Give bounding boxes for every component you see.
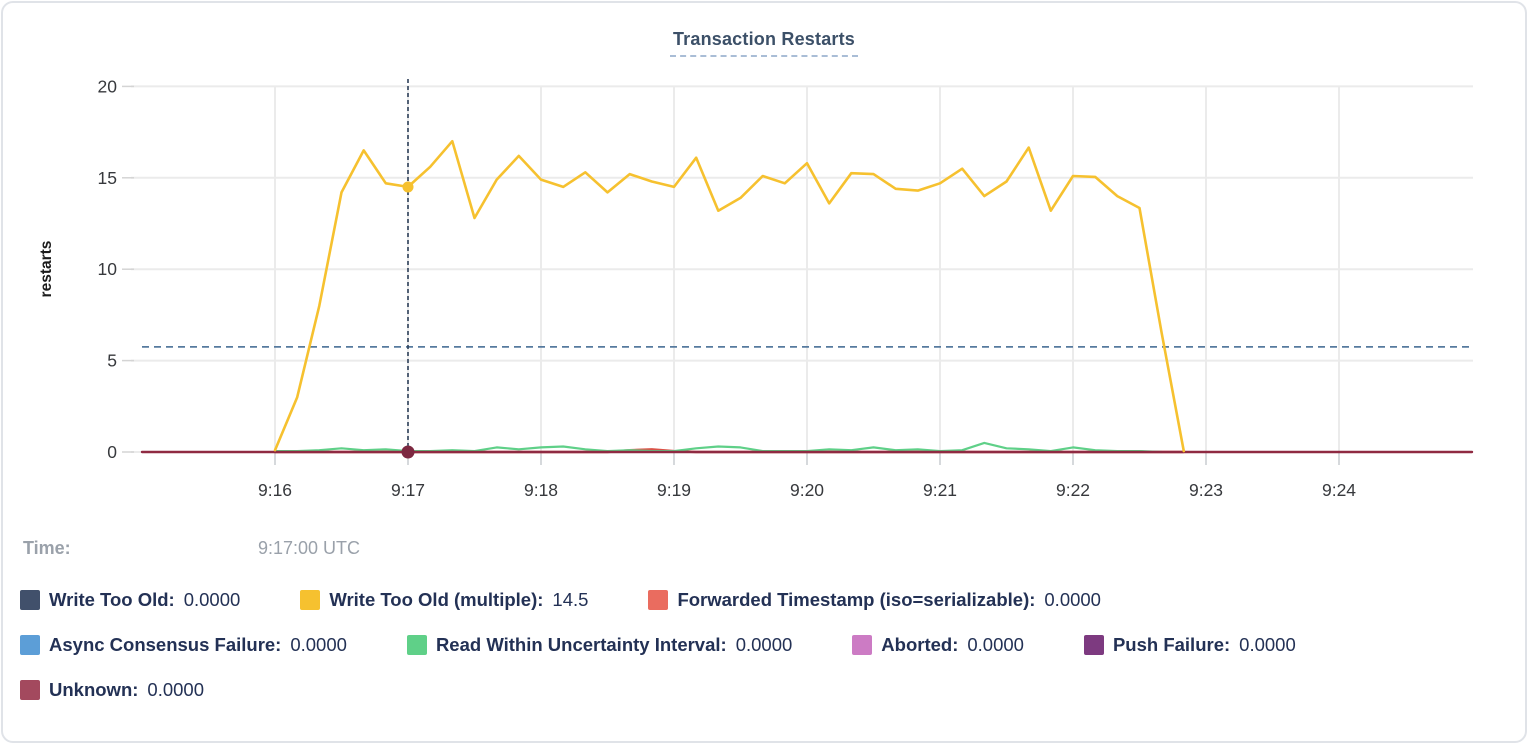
y-tick-label: 0 (107, 442, 117, 462)
x-tick-label: 9:20 (790, 480, 824, 500)
legend-color-swatch (852, 635, 873, 655)
legend-label: Push Failure: (1112, 634, 1231, 655)
legend-item: Push Failure: 0.0000 (1083, 634, 1296, 656)
legend-color-swatch (406, 635, 427, 655)
x-tick-label: 9:24 (1322, 480, 1356, 500)
legend: Write Too Old: 0.0000 Write Too Old (multi… (20, 589, 1505, 724)
legend-value: 0.0000 (147, 679, 204, 700)
legend-item: Write Too Old: 0.0000 (20, 589, 240, 611)
x-tick-label: 9:17 (391, 480, 425, 500)
y-tick-label: 10 (98, 259, 118, 279)
legend-item: Forwarded Timestamp (iso=serializable): 0… (648, 589, 1101, 611)
x-tick-label: 9:16 (258, 480, 292, 500)
x-tick-label: 9:19 (657, 480, 691, 500)
legend-value: 0.0000 (735, 634, 793, 655)
legend-label: Aborted: (881, 634, 959, 655)
legend-row: Write Too Old: 0.0000 Write Too Old (multi… (20, 589, 1505, 611)
legend-item: Write Too Old (multiple): 14.5 (300, 589, 588, 611)
legend-color-swatch (20, 590, 40, 610)
series-line (273, 139, 1186, 453)
chart-title-row: Transaction Restarts (3, 29, 1525, 57)
x-tick-label: 9:23 (1189, 480, 1223, 500)
legend-label: Write Too Old: (49, 589, 175, 610)
legend-label: Async Consensus Failure: (49, 634, 282, 655)
legend-value: 0.0000 (967, 634, 1024, 655)
legend-value: 0.0000 (183, 589, 241, 610)
legend-item: Aborted: 0.0000 (852, 634, 1024, 656)
y-axis-label: restarts (38, 241, 55, 298)
y-tick-label: 5 (107, 351, 117, 371)
legend-color-swatch (20, 680, 40, 700)
legend-label: Write Too Old (multiple): (329, 589, 544, 610)
x-tick-label: 9:18 (524, 480, 558, 500)
legend-row: Unknown: 0.0000 (20, 679, 1505, 701)
legend-color-swatch (300, 590, 321, 610)
legend-item: Unknown: 0.0000 (20, 679, 204, 701)
hover-time-row: Time: 9:17:00 UTC (23, 538, 360, 559)
legend-label: Read Within Uncertainty Interval: (435, 634, 727, 655)
legend-row: Async Consensus Failure: 0.0000 Read Withi… (20, 634, 1505, 656)
legend-label: Unknown: (49, 679, 139, 700)
hover-time-label: Time: (23, 538, 71, 558)
hover-point (401, 445, 415, 459)
y-tick-label: 15 (98, 168, 117, 188)
legend-color-swatch (1083, 635, 1104, 655)
hover-time-value: 9:17:00 UTC (258, 538, 361, 558)
legend-color-swatch (20, 635, 40, 655)
legend-color-swatch (648, 590, 669, 610)
hover-point (402, 181, 414, 193)
legend-item: Read Within Uncertainty Interval: 0.0000 (406, 634, 793, 656)
legend-value: 0.0000 (1044, 589, 1101, 610)
x-tick-label: 9:22 (1056, 480, 1090, 500)
legend-value: 0.0000 (1239, 634, 1296, 655)
transaction-restarts-chart[interactable]: 0 5 10 15 20 9:16 9:17 9:18 9:19 9:20 9:21 9:22 9:23… (3, 3, 1528, 533)
legend-item: Async Consensus Failure: 0.0000 (20, 634, 347, 656)
x-tick-label: 9:21 (923, 480, 957, 500)
legend-value: 14.5 (552, 589, 589, 610)
legend-label: Forwarded Timestamp (iso=serializable): (677, 589, 1036, 610)
y-tick-label: 20 (98, 76, 118, 96)
legend-value: 0.0000 (290, 634, 347, 655)
chart-title[interactable]: Transaction Restarts (669, 29, 859, 57)
